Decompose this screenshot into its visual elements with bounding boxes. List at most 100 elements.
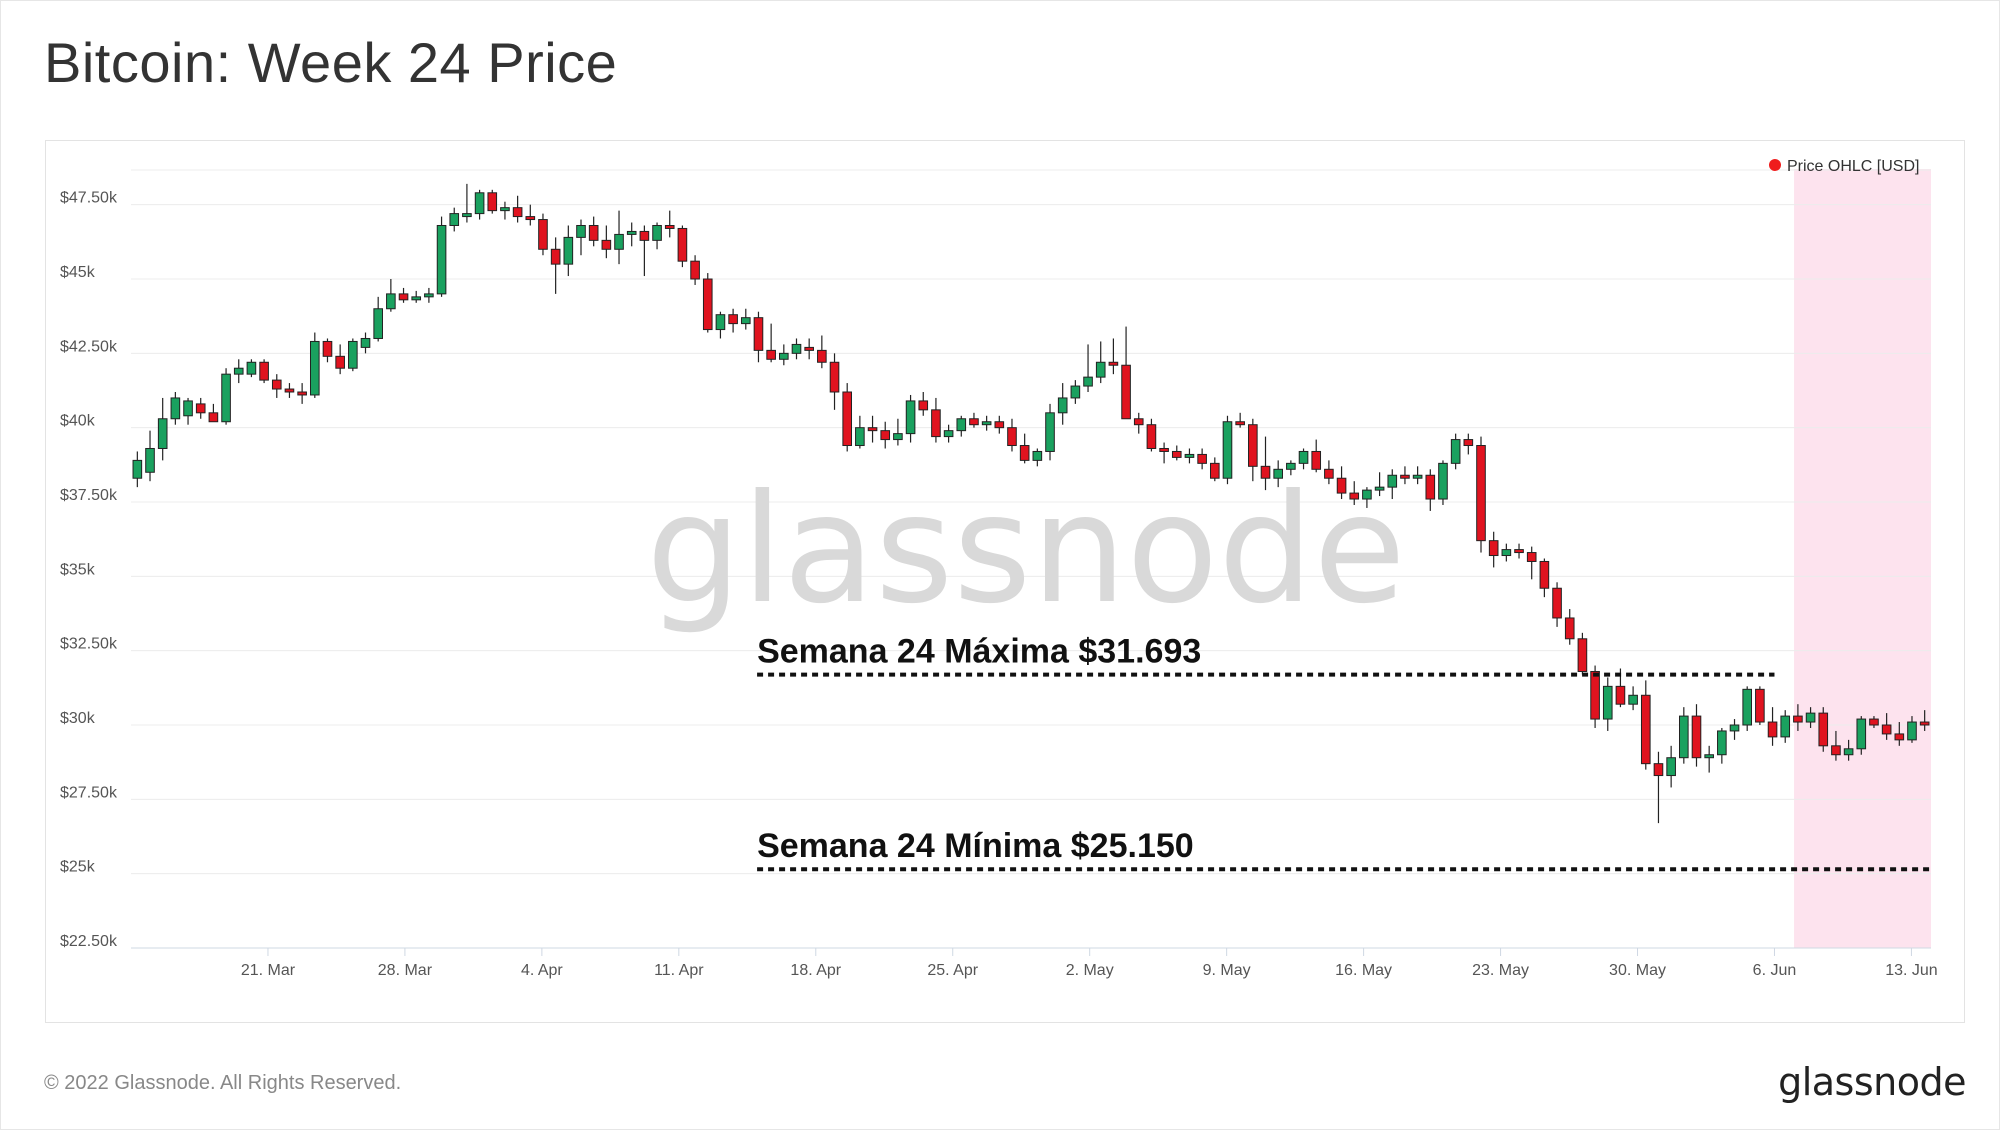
candle[interactable] — [1577, 632, 1588, 675]
candle[interactable] — [170, 391, 181, 425]
candle[interactable] — [1425, 469, 1436, 511]
candle[interactable] — [1907, 716, 1917, 743]
candle[interactable] — [1450, 433, 1461, 470]
candle[interactable] — [753, 311, 764, 363]
candle[interactable] — [1628, 686, 1638, 711]
candle[interactable] — [1767, 707, 1778, 746]
candle[interactable] — [601, 225, 612, 259]
candle[interactable] — [259, 359, 269, 384]
candle[interactable] — [690, 255, 700, 285]
candle[interactable] — [157, 397, 168, 461]
candle[interactable] — [132, 451, 143, 488]
candle[interactable] — [728, 308, 738, 333]
candle[interactable] — [956, 415, 967, 437]
candle[interactable] — [1298, 448, 1309, 470]
candle[interactable] — [208, 403, 219, 423]
candle[interactable] — [1324, 460, 1334, 485]
candle[interactable] — [1526, 546, 1537, 580]
candle[interactable] — [1602, 677, 1613, 731]
candle[interactable] — [1640, 680, 1651, 770]
candle[interactable] — [322, 338, 333, 363]
candle[interactable] — [1019, 433, 1030, 464]
candle[interactable] — [386, 279, 396, 312]
candle[interactable] — [309, 332, 320, 398]
candle[interactable] — [183, 397, 193, 425]
candle[interactable] — [1704, 745, 1714, 773]
candle[interactable] — [931, 397, 941, 443]
candle[interactable] — [1032, 448, 1043, 467]
candle[interactable] — [576, 219, 586, 256]
candle[interactable] — [246, 359, 257, 378]
candle[interactable] — [779, 344, 789, 366]
candle[interactable] — [943, 424, 954, 443]
candle[interactable] — [1095, 341, 1106, 384]
candle[interactable] — [474, 189, 485, 220]
candle[interactable] — [1552, 582, 1562, 627]
candle[interactable] — [221, 368, 231, 425]
candle[interactable] — [1666, 745, 1676, 788]
candle[interactable] — [1311, 439, 1322, 473]
candle[interactable] — [195, 397, 206, 419]
candle[interactable] — [766, 323, 776, 363]
candle[interactable] — [500, 201, 510, 220]
candle[interactable] — [487, 189, 498, 214]
candle[interactable] — [1755, 686, 1765, 726]
candle[interactable] — [1070, 380, 1081, 404]
candle[interactable] — [348, 338, 358, 372]
candle[interactable] — [1856, 716, 1867, 755]
candle[interactable] — [1653, 751, 1664, 824]
candle[interactable] — [1133, 412, 1144, 434]
candle[interactable] — [588, 216, 599, 247]
candle[interactable] — [1717, 727, 1727, 764]
legend-label[interactable]: Price OHLC [USD] — [1787, 158, 1919, 175]
candle[interactable] — [1514, 543, 1524, 559]
candle[interactable] — [1045, 403, 1055, 461]
candle[interactable] — [1184, 448, 1195, 464]
candle[interactable] — [271, 374, 282, 398]
candle[interactable] — [1209, 457, 1220, 482]
candle[interactable] — [335, 344, 345, 375]
candle[interactable] — [373, 296, 383, 342]
candle[interactable] — [284, 383, 295, 398]
candle[interactable] — [652, 222, 662, 250]
candle[interactable] — [1488, 531, 1499, 568]
candle[interactable] — [791, 338, 802, 360]
candle[interactable] — [1729, 719, 1740, 740]
candle[interactable] — [994, 415, 1005, 434]
candle[interactable] — [424, 287, 434, 303]
candle[interactable] — [462, 183, 472, 223]
candle[interactable] — [1831, 730, 1841, 761]
candle[interactable] — [563, 225, 574, 277]
candle[interactable] — [1742, 686, 1753, 731]
candle[interactable] — [702, 273, 713, 333]
candle[interactable] — [1336, 466, 1347, 500]
candle[interactable] — [1083, 344, 1093, 392]
candle[interactable] — [981, 415, 992, 431]
candle[interactable] — [525, 204, 536, 226]
candle[interactable] — [1007, 418, 1017, 452]
candle[interactable] — [1362, 487, 1372, 508]
candle[interactable] — [1539, 558, 1550, 598]
candle[interactable] — [1121, 326, 1131, 420]
candle[interactable] — [1108, 338, 1119, 375]
candle[interactable] — [1374, 472, 1385, 497]
candle[interactable] — [918, 391, 929, 416]
candle[interactable] — [538, 213, 548, 256]
candle[interactable] — [1679, 707, 1689, 764]
candle[interactable] — [740, 308, 751, 330]
candle[interactable] — [1691, 704, 1702, 767]
candle[interactable] — [880, 421, 891, 449]
candle[interactable] — [1818, 707, 1829, 752]
candle[interactable] — [1919, 710, 1930, 731]
candle[interactable] — [1286, 460, 1296, 476]
candle[interactable] — [1476, 436, 1486, 553]
candle[interactable] — [715, 311, 726, 339]
candle[interactable] — [639, 225, 650, 277]
candle[interactable] — [905, 394, 916, 443]
candle[interactable] — [1793, 704, 1803, 731]
candle[interactable] — [1057, 383, 1068, 425]
candle[interactable] — [233, 359, 244, 384]
candle[interactable] — [145, 430, 155, 482]
candle[interactable] — [1843, 739, 1854, 761]
candle[interactable] — [626, 222, 637, 247]
